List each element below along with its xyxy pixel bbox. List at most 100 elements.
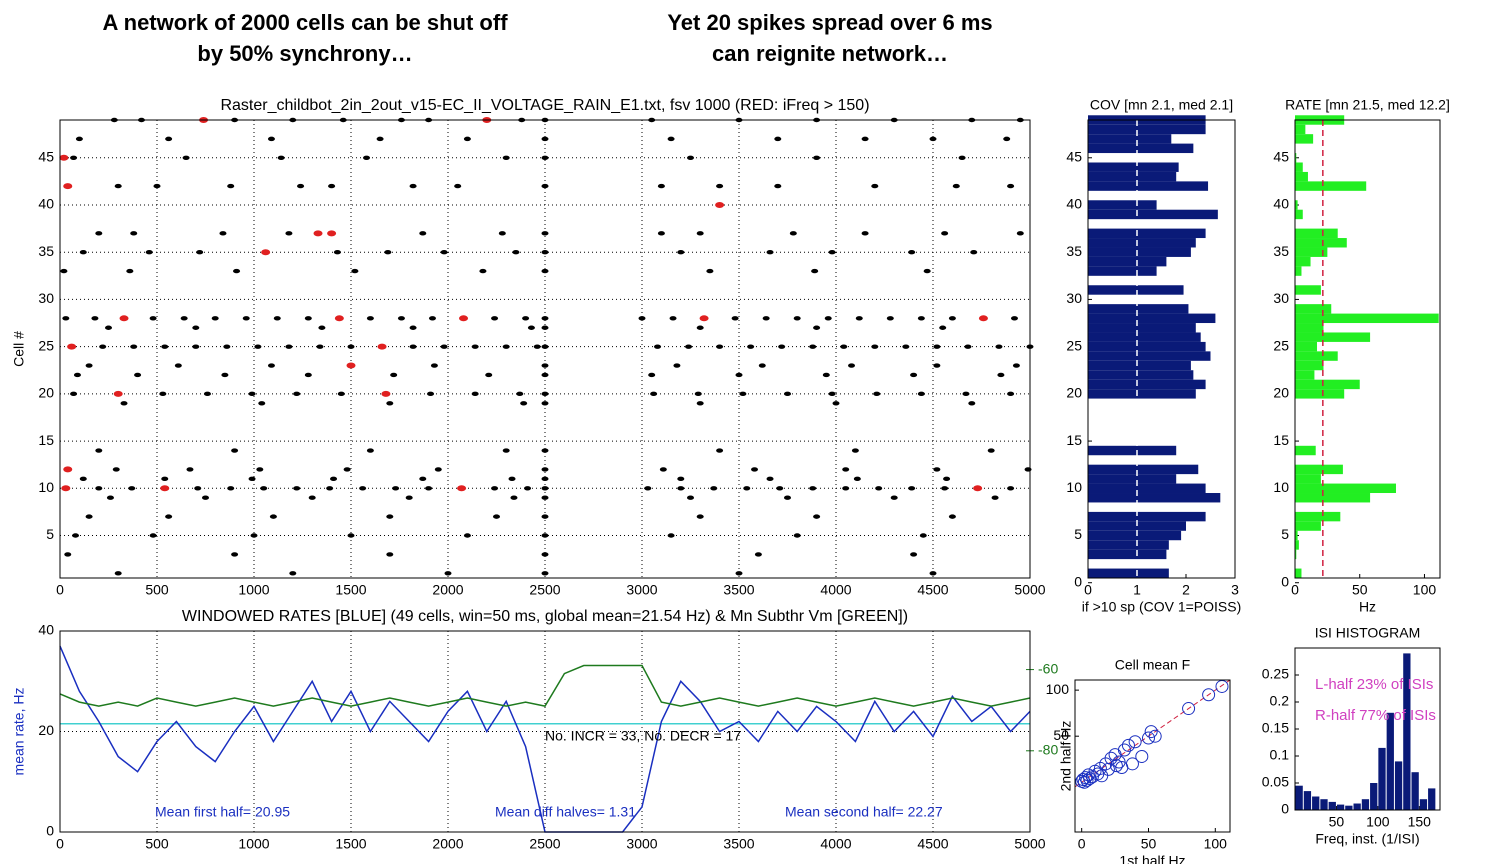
spike	[541, 514, 549, 519]
bar	[1088, 200, 1157, 210]
plot-area	[1075, 680, 1230, 832]
bar	[1328, 801, 1336, 810]
spike	[337, 391, 345, 397]
spike	[948, 316, 956, 321]
x-tick-label: 50	[1352, 582, 1368, 598]
spike	[130, 344, 138, 349]
spike	[366, 316, 374, 321]
spike	[293, 391, 301, 397]
spike	[330, 476, 338, 482]
y-tick-label: 10	[1066, 479, 1082, 495]
spike	[273, 316, 281, 321]
spike	[223, 344, 231, 349]
spike	[1007, 486, 1015, 491]
spike	[397, 316, 405, 321]
bar	[1295, 153, 1297, 163]
spike	[648, 372, 656, 378]
spike	[366, 448, 374, 453]
y2-tick-label: -80	[1038, 741, 1058, 757]
spike	[902, 344, 910, 349]
spike	[716, 344, 724, 349]
spike	[541, 391, 549, 397]
spike	[454, 183, 462, 189]
spike	[910, 372, 918, 378]
spike	[541, 325, 549, 330]
spike	[657, 183, 665, 189]
series-line	[59, 664, 1031, 707]
point	[1125, 757, 1139, 771]
spike	[328, 183, 336, 189]
bar	[1088, 238, 1196, 248]
spike	[381, 390, 391, 397]
spike	[855, 316, 863, 321]
bar	[1336, 804, 1345, 810]
x-axis-label: Freq, inst. (1/ISI)	[1315, 831, 1419, 847]
bar	[1088, 266, 1157, 276]
spike	[910, 552, 918, 557]
spike	[502, 344, 510, 349]
spike	[250, 533, 258, 538]
bar	[1088, 568, 1169, 578]
spike	[962, 391, 970, 397]
spike	[134, 372, 142, 378]
plot-frame	[59, 630, 1031, 833]
spike	[99, 344, 107, 349]
spike	[72, 533, 80, 538]
bar	[1295, 200, 1298, 210]
spike	[327, 230, 337, 237]
bar	[1088, 493, 1221, 503]
annotation: Mean second half= 22.27	[785, 804, 943, 820]
x-tick-label: 50	[1329, 814, 1345, 830]
spike	[114, 571, 122, 576]
spike	[105, 325, 112, 330]
x-tick-label: 0	[1084, 582, 1092, 598]
spike	[687, 495, 694, 500]
spike	[260, 486, 268, 491]
bar	[1370, 783, 1378, 810]
bar	[1295, 134, 1314, 144]
y-tick-label: 45	[38, 148, 54, 164]
spike	[731, 316, 739, 321]
bar	[1295, 124, 1306, 135]
x-axis-label: 1st half Hz	[1119, 853, 1185, 864]
spike	[871, 183, 879, 189]
spike	[510, 495, 518, 500]
x-tick-label: 0	[56, 582, 64, 598]
x-tick-label: 2500	[529, 836, 560, 852]
bar	[1088, 474, 1177, 484]
headline: can reignite network…	[712, 41, 948, 66]
spike	[427, 391, 435, 397]
spike	[861, 136, 869, 142]
spike	[832, 401, 840, 406]
bar	[1088, 549, 1167, 560]
spike	[541, 533, 549, 538]
bar	[1295, 266, 1302, 276]
bar	[1295, 540, 1299, 550]
spike	[541, 486, 549, 491]
chart-title: COV [mn 2.1, med 2.1]	[1090, 97, 1233, 113]
spike	[267, 136, 275, 142]
x-tick-label: 1	[1133, 582, 1141, 598]
spike	[405, 495, 413, 500]
spike	[861, 231, 869, 236]
spike	[203, 391, 211, 397]
y-tick-label: 25	[38, 337, 54, 353]
x-tick-label: 100	[1413, 582, 1437, 598]
spike	[161, 476, 169, 482]
spike	[384, 250, 392, 255]
bar	[1088, 464, 1199, 475]
spike	[106, 495, 114, 500]
spike	[289, 571, 297, 576]
spike	[304, 372, 312, 378]
spike	[699, 315, 709, 322]
spike	[848, 363, 856, 368]
spike	[520, 401, 528, 406]
spike	[809, 344, 817, 349]
spike	[386, 552, 394, 557]
y2-tick-label: -60	[1038, 660, 1058, 676]
y-tick-label: 35	[1066, 243, 1082, 259]
spike	[541, 250, 549, 255]
spike	[917, 391, 925, 397]
x-tick-label: 150	[1408, 814, 1432, 830]
spike	[73, 372, 81, 378]
